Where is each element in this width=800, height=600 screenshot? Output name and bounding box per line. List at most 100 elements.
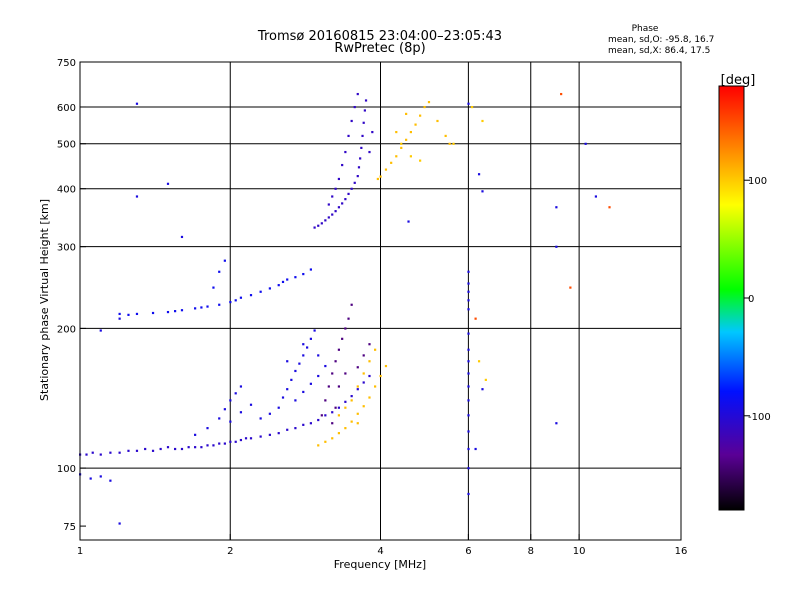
echo-point [334,210,337,213]
echo-point [309,337,312,340]
echo-point [144,447,147,451]
echo-point [374,385,377,388]
echo-point [180,447,184,451]
echo-point [281,396,285,399]
echo-point [360,146,363,149]
echo-point [331,213,334,216]
echo-point [194,433,197,436]
echo-point [320,414,323,417]
y-tick-label: 750 [57,58,76,69]
echo-point [313,329,316,332]
echo-point [350,303,353,306]
chart-subtitle: RwPretec (8p) [334,41,425,56]
echo-point [249,437,253,440]
y-axis-label: Stationary phase Virtual Height [km] [38,199,51,401]
echo-point [350,399,353,402]
echo-point [294,427,297,430]
echo-point [324,440,327,443]
x-tick-label: 10 [573,546,586,557]
echo-point [286,388,289,391]
echo-point [324,399,327,402]
echo-point [218,270,221,273]
echo-point [159,447,162,451]
echo-point [350,187,353,190]
echo-point [400,146,403,149]
echo-point [239,296,243,299]
echo-point [467,348,470,351]
echo-point [334,406,337,409]
echo-point [313,226,316,229]
echo-point [356,385,359,388]
echo-point [427,100,431,104]
echo-point [85,453,88,456]
echo-point [467,492,470,496]
x-tick-label: 2 [227,546,233,557]
echo-point [419,114,422,117]
colorbar-tick-label: -100 [748,412,771,423]
echo-point [470,105,474,109]
y-tick-label: 300 [57,243,76,254]
chart-title: Tromsø 20160815 23:04:00–23:05:43 [257,29,502,44]
echo-point [99,329,102,332]
echo-point [135,102,139,105]
data-points [79,92,611,525]
echo-point [173,310,177,313]
echo-point [467,308,470,311]
echo-point [234,440,237,443]
echo-point [317,224,320,227]
echo-point [467,430,470,433]
echo-point [384,364,388,368]
echo-point [467,282,470,285]
echo-point [362,372,365,375]
y-tick-label: 100 [57,464,76,475]
echo-point [353,105,356,109]
echo-point [268,433,271,436]
echo-point [419,159,422,162]
echo-point [223,442,226,445]
echo-point [324,414,327,417]
echo-point [344,400,347,403]
colorbar [718,85,745,511]
echo-point [452,142,455,145]
echo-point [384,168,388,171]
echo-point [474,317,477,320]
echo-point [109,451,112,454]
echo-point [395,155,398,158]
echo-point [414,123,417,126]
echo-point [334,187,337,190]
echo-point [356,412,359,415]
echo-point [353,181,356,184]
echo-point [594,195,598,198]
echo-point [118,451,121,454]
echo-point [356,92,359,96]
echo-point [212,444,215,447]
echo-point [166,182,170,185]
echo-point [560,92,563,96]
echo-point [281,280,285,284]
echo-point [135,449,139,452]
echo-point [368,396,371,399]
echo-point [324,364,327,368]
echo-point [362,354,365,357]
echo-point [467,290,470,293]
echo-point [368,374,371,378]
echo-point [229,399,232,402]
echo-point [344,150,347,154]
echo-point [477,360,481,363]
echo-point [206,444,209,447]
echo-point [302,272,305,276]
echo-point [407,220,410,223]
echo-point [350,420,353,423]
echo-point [356,388,359,391]
echo-point [229,440,232,443]
echo-point [302,423,305,426]
echo-point [223,408,226,411]
colorbar-label: [deg] [721,73,756,88]
echo-point [218,417,221,420]
echo-point [390,161,393,164]
colorbar-tick-label: 100 [748,176,767,187]
echo-point [249,294,253,297]
echo-point [118,317,121,320]
echo-point [309,382,312,385]
echo-point [91,451,94,454]
